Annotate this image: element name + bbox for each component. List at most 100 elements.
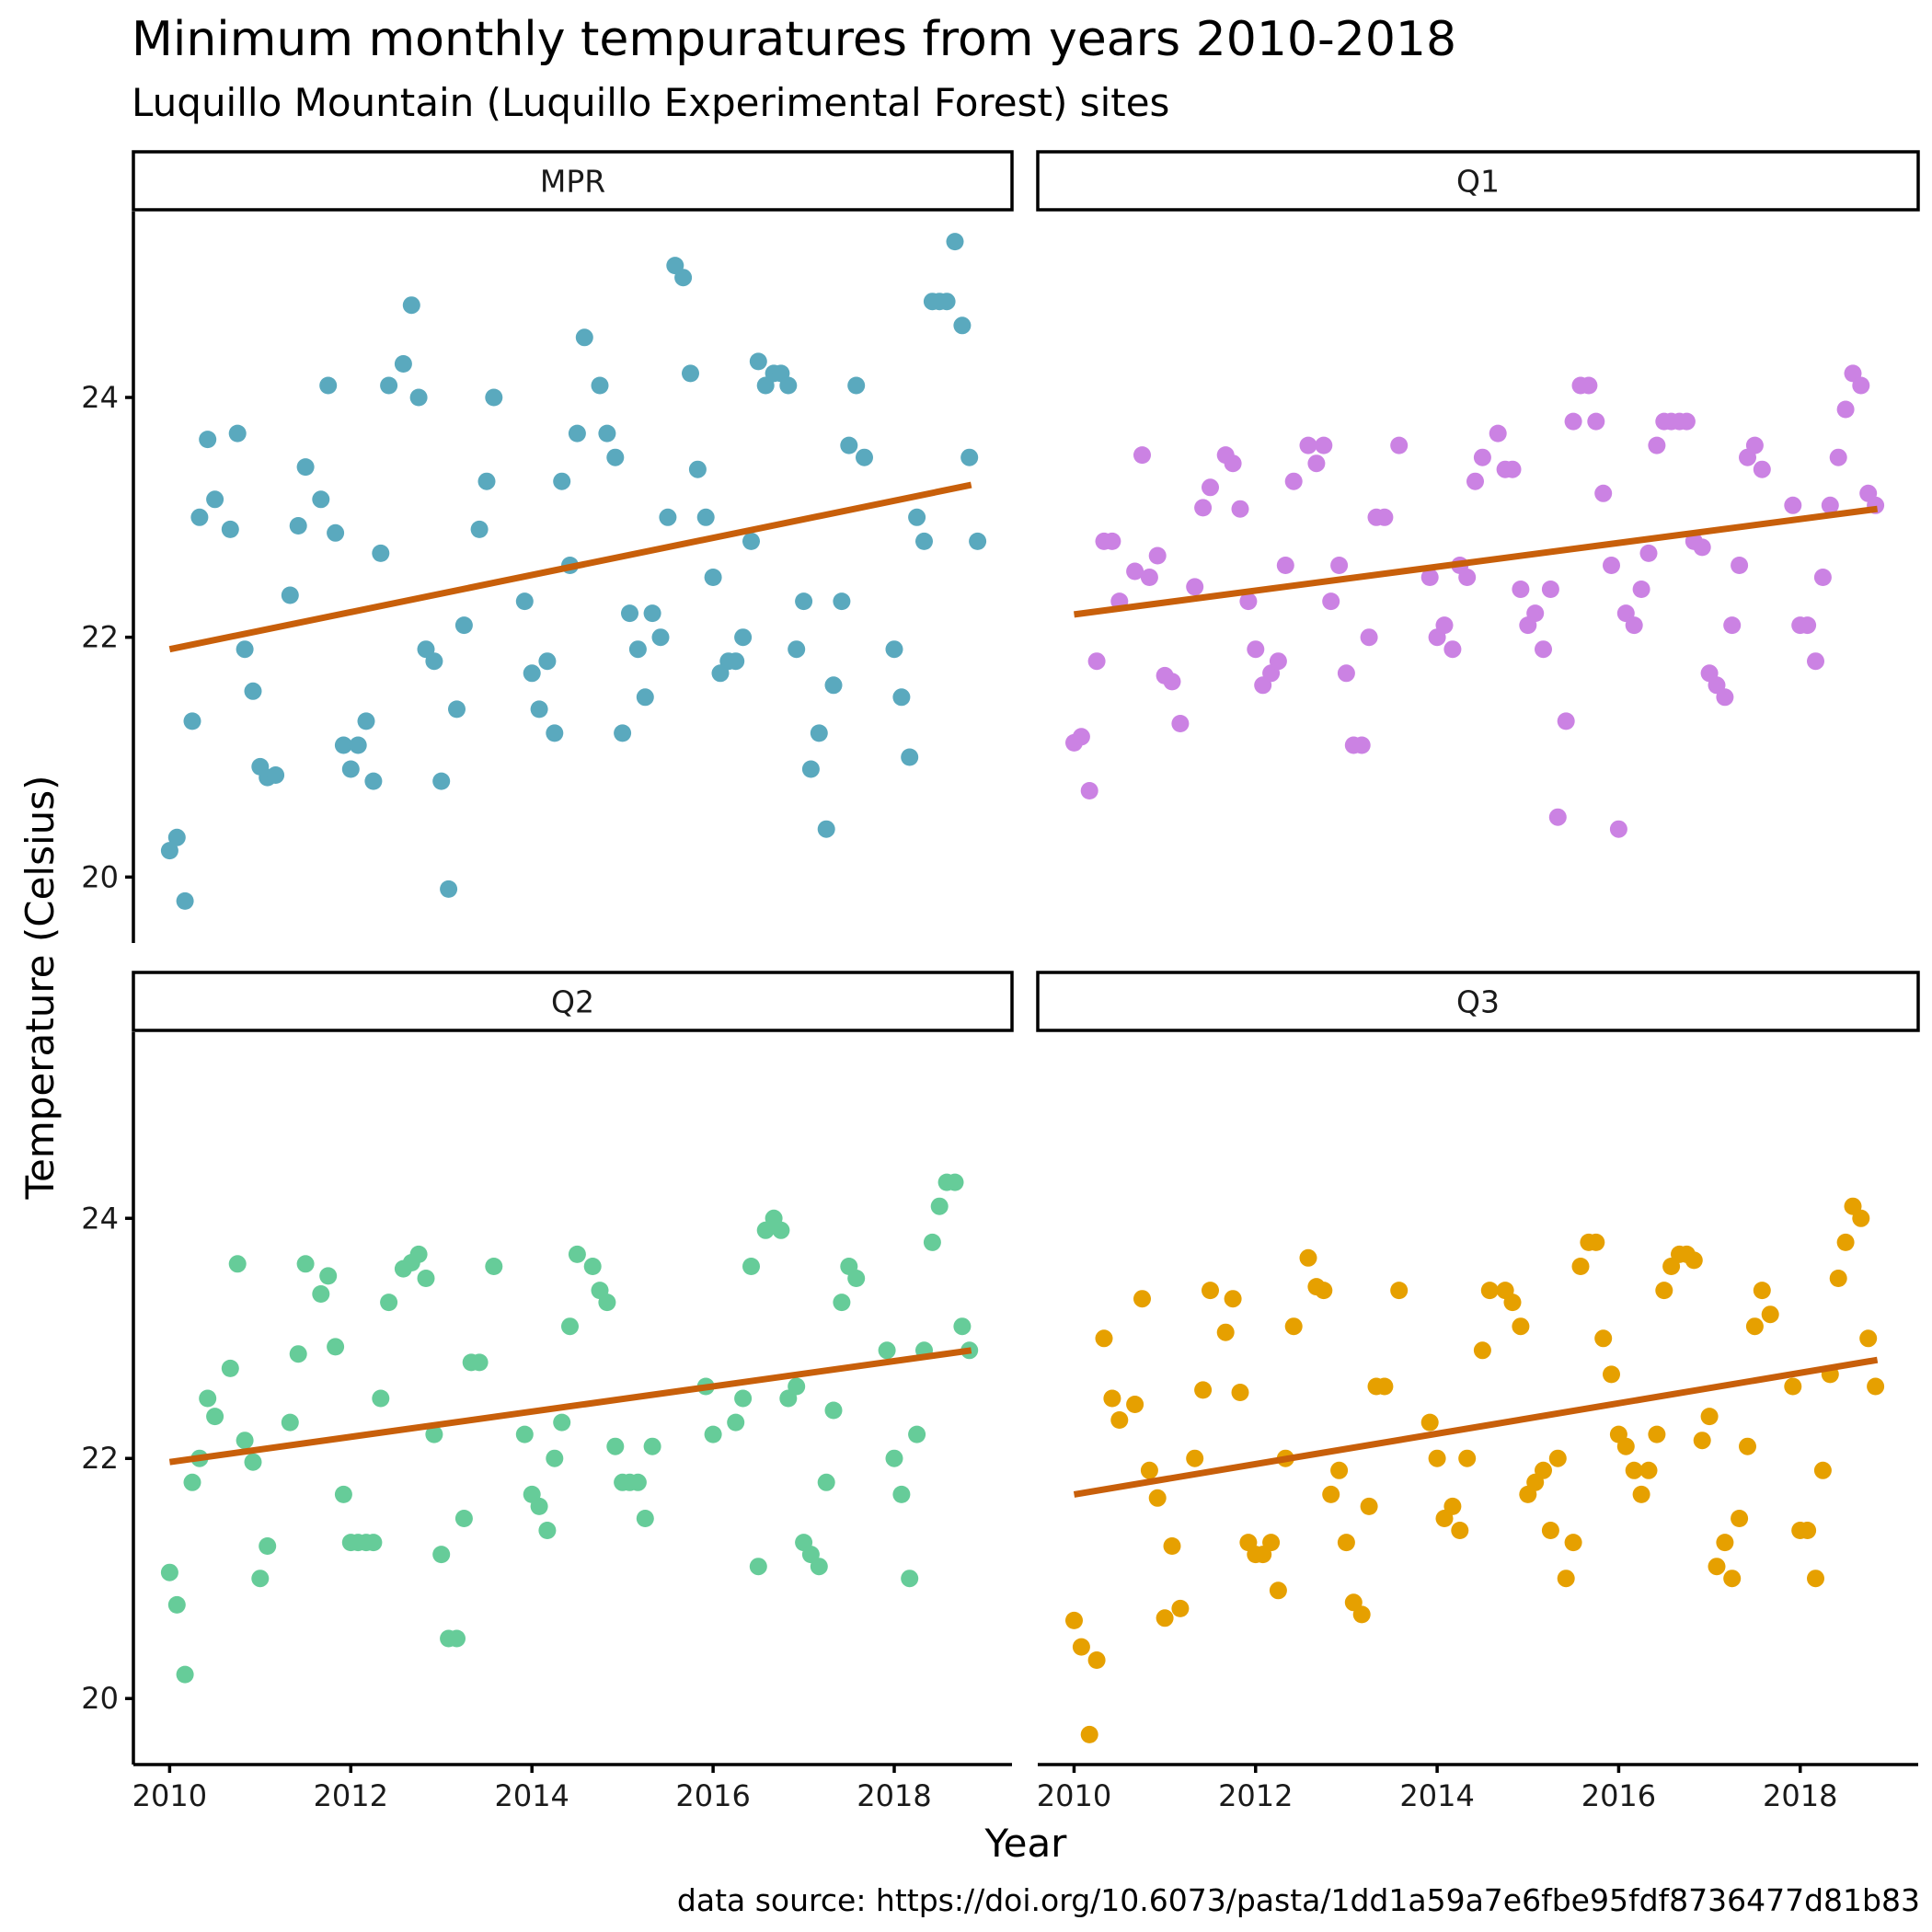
- data-point: [538, 652, 557, 671]
- data-point: [409, 388, 428, 407]
- x-tick-label: 2012: [1218, 1778, 1293, 1813]
- data-point: [1133, 1290, 1151, 1308]
- data-point: [598, 1294, 616, 1312]
- data-point: [1224, 454, 1242, 473]
- data-point: [598, 424, 616, 443]
- data-point: [1639, 1461, 1658, 1479]
- data-point: [259, 1537, 277, 1555]
- data-point: [236, 640, 254, 659]
- data-point: [341, 760, 360, 778]
- data-point: [1072, 728, 1090, 746]
- data-point: [244, 1453, 262, 1471]
- data-point: [1095, 1329, 1113, 1348]
- data-point: [485, 1258, 503, 1275]
- data-point: [1503, 460, 1522, 478]
- data-point: [1648, 1425, 1666, 1443]
- data-point: [795, 592, 813, 611]
- data-point: [1541, 581, 1559, 598]
- data-point: [1194, 499, 1213, 517]
- data-point: [1276, 557, 1294, 574]
- data-point: [568, 1245, 586, 1263]
- data-point: [1655, 1282, 1673, 1300]
- data-point: [523, 664, 541, 683]
- data-point: [1594, 484, 1613, 502]
- data-point: [824, 1401, 843, 1420]
- data-point: [515, 592, 534, 611]
- data-point: [1360, 628, 1378, 647]
- data-point: [1087, 652, 1106, 671]
- data-point: [372, 544, 390, 562]
- data-point: [788, 1377, 806, 1396]
- data-point: [1526, 604, 1545, 623]
- data-point: [1186, 578, 1204, 596]
- data-point: [1587, 412, 1605, 431]
- data-point: [1390, 436, 1409, 454]
- data-point: [1451, 1522, 1469, 1539]
- data-point: [1503, 1294, 1522, 1312]
- data-point: [477, 472, 496, 490]
- data-point: [1269, 652, 1287, 671]
- data-point: [1103, 1389, 1121, 1408]
- data-point: [636, 688, 654, 707]
- data-point: [1708, 1558, 1726, 1576]
- data-point: [688, 460, 707, 478]
- data-point: [1148, 546, 1167, 565]
- data-point: [833, 1294, 851, 1312]
- data-point: [1480, 1282, 1499, 1300]
- y-axis-title: Temperature (Celsius): [17, 775, 63, 1200]
- data-point: [810, 1558, 828, 1576]
- data-point: [515, 1425, 534, 1443]
- data-point: [1473, 1341, 1491, 1360]
- data-point: [1239, 592, 1258, 611]
- data-point: [742, 532, 760, 550]
- data-point: [1753, 460, 1771, 478]
- y-tick-label: 20: [81, 859, 119, 894]
- data-point: [1299, 436, 1317, 454]
- data-point: [1807, 652, 1824, 671]
- facet-q3: Q3 2010 2012 2014 2016 2018: [1036, 971, 1920, 1813]
- data-point: [643, 1437, 661, 1455]
- data-point: [1693, 1432, 1711, 1450]
- data-point: [236, 1432, 254, 1450]
- data-point: [312, 490, 330, 509]
- data-point: [199, 1389, 217, 1408]
- data-point: [1836, 400, 1855, 419]
- data-point: [1140, 1461, 1158, 1479]
- data-point: [176, 1665, 194, 1684]
- data-point: [606, 1437, 625, 1455]
- data-point: [470, 1353, 489, 1372]
- data-point: [1072, 1638, 1090, 1656]
- data-point: [1571, 1258, 1590, 1275]
- data-point: [1739, 1437, 1756, 1455]
- data-point: [1375, 1377, 1394, 1396]
- data-point: [953, 1317, 972, 1336]
- data-point: [228, 1255, 247, 1273]
- data-point: [1616, 1437, 1635, 1455]
- facet-strip-label: MPR: [540, 164, 605, 200]
- facet-q1: Q1: [1036, 150, 1920, 838]
- x-axis-title: Year: [984, 1821, 1068, 1866]
- data-point: [334, 1485, 352, 1503]
- data-point: [1443, 1497, 1462, 1515]
- data-point: [1813, 569, 1832, 586]
- data-point: [372, 1389, 390, 1408]
- data-point: [946, 1173, 964, 1191]
- data-point: [1723, 616, 1742, 635]
- data-point: [901, 1570, 919, 1588]
- data-point: [1489, 424, 1507, 443]
- data-point: [1148, 1489, 1167, 1507]
- data-point: [1202, 478, 1219, 497]
- data-point: [1564, 1534, 1582, 1552]
- data-point: [364, 1534, 383, 1552]
- data-point: [749, 1558, 767, 1576]
- data-point: [1390, 1282, 1409, 1300]
- data-point: [221, 520, 239, 538]
- data-point: [696, 508, 715, 526]
- data-point: [454, 1510, 473, 1527]
- data-point: [847, 1270, 866, 1287]
- data-point: [206, 490, 224, 509]
- data-point: [1065, 1611, 1083, 1629]
- data-point: [885, 640, 903, 659]
- data-point: [1807, 1570, 1824, 1588]
